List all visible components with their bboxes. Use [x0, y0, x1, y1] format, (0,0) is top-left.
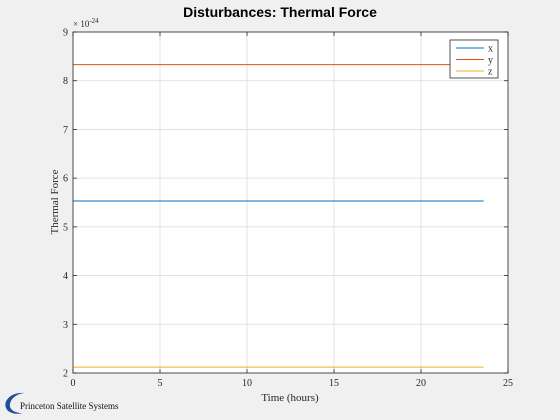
tick-layer: 0 5 10 15 20 25 2 3 4 5 6 7 8 9 — [63, 28, 513, 390]
y-axis-label: Thermal Force — [49, 169, 61, 234]
x-tick-label: 20 — [416, 378, 426, 389]
series-layer — [73, 64, 484, 368]
y-tick-label: 3 — [63, 320, 68, 331]
y-tick-label: 2 — [63, 369, 68, 380]
x-axis-label: Time (hours) — [261, 392, 319, 404]
chart-title: Disturbances: Thermal Force — [183, 4, 377, 20]
company-logo: Princeton Satellite Systems — [2, 390, 142, 418]
x-tick-label: 10 — [242, 378, 252, 389]
legend: xyz — [449, 39, 499, 79]
x-tick-label: 15 — [329, 378, 339, 389]
y-exponent-power: -24 — [89, 17, 99, 25]
legend-label-z: z — [488, 67, 493, 78]
y-tick-label: 5 — [63, 222, 68, 233]
legend-label-y: y — [488, 55, 493, 66]
legend-label-x: x — [488, 44, 493, 55]
y-tick-label: 7 — [63, 125, 68, 136]
y-tick-label: 9 — [63, 28, 68, 39]
plot-area — [73, 32, 508, 373]
y-tick-label: 8 — [63, 76, 68, 87]
plot-frame — [72, 31, 509, 374]
y-tick-label: 6 — [63, 174, 68, 185]
y-tick-label: 4 — [63, 271, 68, 282]
y-exponent-base: × 10 — [73, 19, 90, 29]
logo-swoosh-icon — [5, 392, 24, 414]
x-tick-label: 25 — [503, 378, 513, 389]
x-tick-label: 0 — [71, 378, 76, 389]
logo-text: Princeton Satellite Systems — [20, 401, 119, 411]
y-exponent-label: × 10-24 — [73, 17, 99, 29]
x-tick-label: 5 — [158, 378, 163, 389]
